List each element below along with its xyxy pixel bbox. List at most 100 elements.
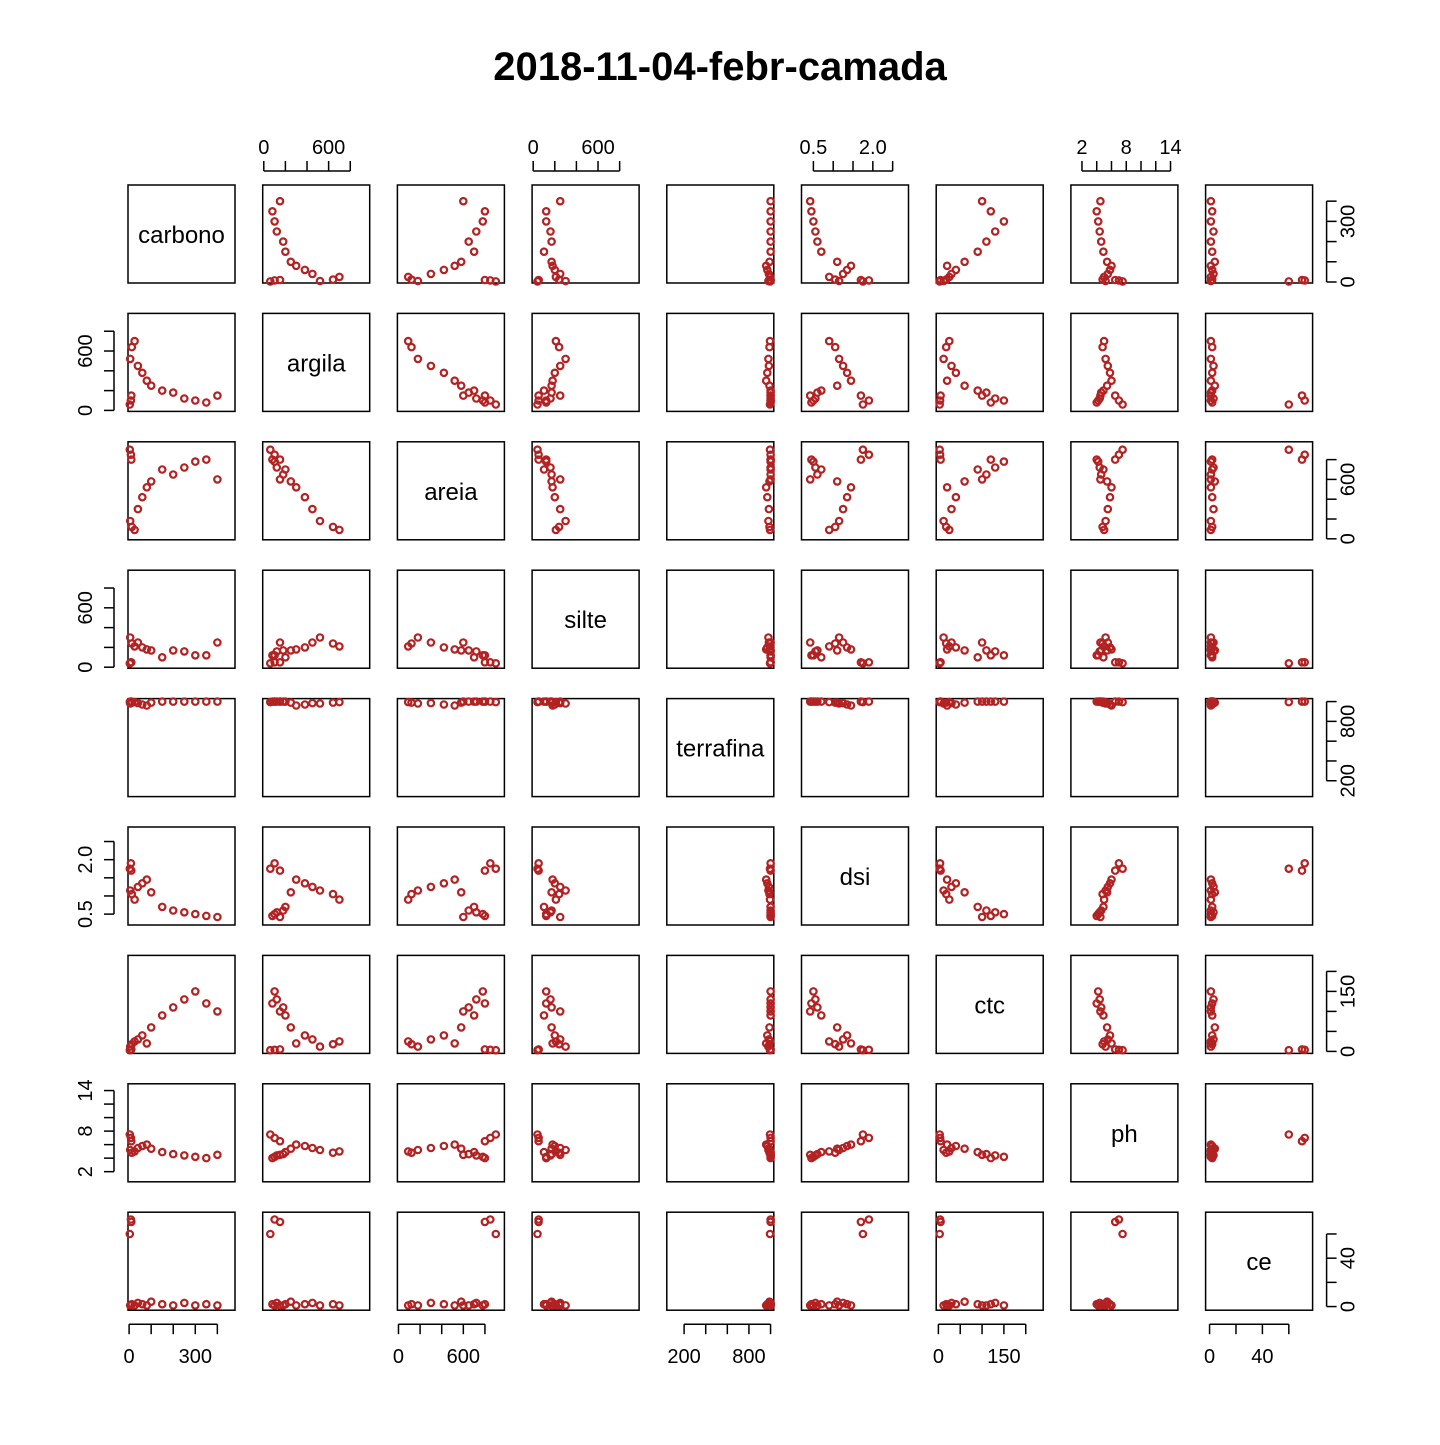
data-point: [551, 525, 561, 535]
data-point: [1210, 257, 1220, 267]
data-point: [191, 457, 200, 466]
data-point: [807, 455, 816, 464]
data-point: [1096, 196, 1105, 206]
panel-frame: [261, 312, 371, 413]
data-point: [1096, 475, 1105, 484]
data-point: [335, 272, 344, 282]
panel-frame: [935, 569, 1044, 669]
data-point: [1300, 276, 1310, 285]
data-point: [555, 504, 565, 514]
data-point: [142, 1039, 152, 1048]
data-point: [832, 1297, 842, 1307]
panel-frame: [666, 697, 775, 798]
panel-ph-vs-silte: [531, 1083, 640, 1183]
data-point: [213, 1007, 222, 1016]
data-point: [335, 1147, 344, 1156]
data-point: [270, 450, 279, 460]
data-point: [450, 875, 460, 884]
data-point: [550, 1031, 560, 1040]
y-axis-ph: 2 8 14: [75, 1079, 115, 1177]
data-point: [439, 643, 449, 652]
data-point: [268, 911, 277, 921]
data-point: [555, 1035, 565, 1044]
x-axis-argila: 0 600: [258, 137, 351, 172]
data-point: [138, 492, 147, 502]
data-point: [1093, 987, 1103, 996]
data-point: [986, 650, 996, 660]
panel-frame: [1070, 569, 1179, 669]
data-point: [816, 1011, 826, 1020]
data-point: [766, 1011, 775, 1020]
data-point: [533, 697, 542, 707]
data-point: [458, 697, 468, 706]
panel-frame: [800, 312, 910, 413]
data-point: [858, 1229, 868, 1239]
data-point: [1107, 482, 1116, 492]
data-point: [491, 658, 501, 668]
data-point: [450, 1301, 460, 1310]
data-point: [191, 987, 200, 996]
x-axis-silte: 0 600: [528, 137, 621, 172]
panel-frame: [1204, 826, 1314, 926]
panel-frame: [127, 1211, 236, 1311]
data-point: [935, 450, 945, 460]
data-point: [1114, 1215, 1124, 1224]
data-point: [464, 906, 474, 915]
x-tick-label: 600: [312, 137, 345, 159]
data-point: [1118, 445, 1127, 455]
data-point: [315, 633, 325, 642]
data-point: [458, 196, 468, 206]
data-point: [1207, 207, 1217, 216]
data-point: [541, 999, 551, 1008]
data-point: [832, 381, 842, 391]
data-point: [805, 1301, 815, 1310]
data-point: [268, 1299, 277, 1309]
data-point: [541, 1299, 551, 1309]
data-point: [142, 482, 152, 492]
panel-terrafina-vs-ctc: [935, 697, 1044, 798]
data-point: [265, 658, 275, 668]
y-axis-areia: 0 600: [1325, 458, 1360, 544]
data-point: [1110, 866, 1120, 875]
data-point: [308, 1035, 317, 1044]
data-point: [1206, 391, 1216, 400]
panel-ctc-vs-carbono: [125, 954, 236, 1055]
panel-terrafina-vs-argila: [261, 697, 371, 798]
data-point: [471, 227, 481, 236]
data-point: [125, 445, 135, 455]
data-point: [832, 257, 842, 267]
data-point: [1092, 697, 1102, 706]
x-tick-label: 0.5: [799, 137, 827, 159]
data-point: [935, 864, 945, 874]
data-point: [960, 477, 969, 486]
data-point: [1107, 875, 1116, 884]
data-point: [935, 1133, 945, 1143]
data-point: [439, 700, 449, 709]
data-point: [300, 878, 310, 888]
data-point: [813, 237, 822, 246]
panel-terrafina-vs-carbono: [125, 697, 236, 798]
data-point: [534, 391, 543, 400]
data-point: [824, 336, 834, 346]
panel-terrafina-vs-silte: [531, 697, 640, 798]
data-point: [1105, 492, 1115, 502]
data-point: [1105, 265, 1115, 275]
data-point: [1118, 697, 1127, 707]
data-point: [1206, 638, 1216, 647]
x-tick-label: 0: [1204, 1346, 1215, 1368]
data-point: [146, 698, 156, 707]
panel-frame: [396, 1211, 506, 1311]
data-point: [939, 354, 948, 364]
y-tick-label: 0: [75, 662, 97, 673]
data-point: [125, 1130, 135, 1139]
data-point: [1114, 697, 1124, 706]
diagonal-label-ctc: ctc: [974, 992, 1005, 1019]
data-point: [335, 642, 344, 651]
data-point: [130, 895, 139, 904]
data-point: [824, 1147, 834, 1156]
data-point: [856, 455, 866, 464]
data-point: [335, 697, 344, 707]
data-point: [471, 995, 481, 1004]
panel-terrafina-vs-dsi: [800, 697, 910, 798]
panel-carbono-vs-carbono: carbono: [127, 184, 236, 284]
